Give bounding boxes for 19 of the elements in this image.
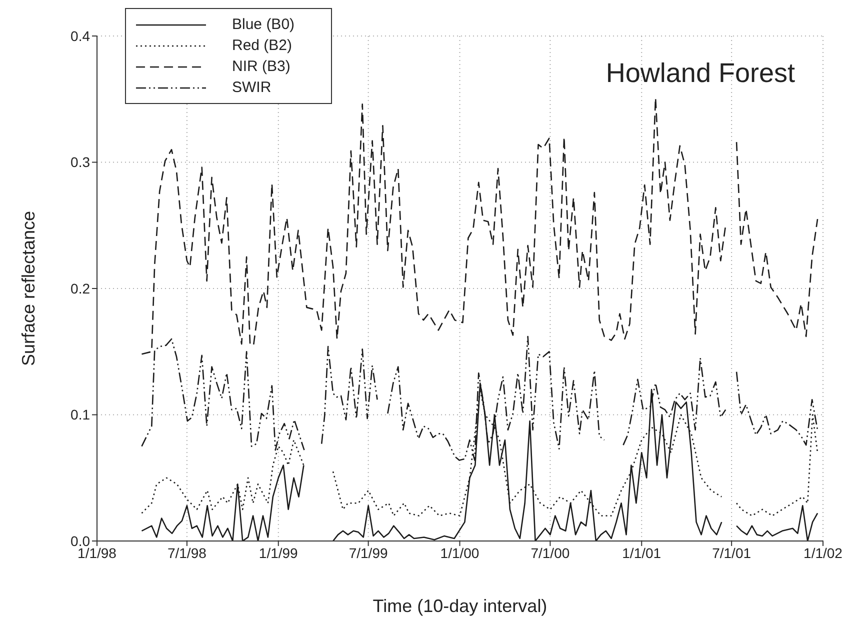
y-tick-label: 0.2 [70, 280, 90, 296]
x-tick-label: 7/1/99 [348, 544, 388, 561]
y-tick-label: 0.1 [70, 406, 90, 423]
x-tick-label: 1/1/99 [258, 544, 298, 561]
legend-label: NIR (B3) [232, 57, 290, 77]
legend-label: SWIR [232, 78, 272, 98]
x-tick-label: 7/1/98 [167, 544, 207, 561]
y-axis-title: Surface reflectance [18, 210, 38, 366]
y-tick-label: 0.4 [70, 28, 90, 44]
legend-label: Blue (B0) [232, 15, 295, 35]
x-tick-label: 7/1/01 [712, 544, 752, 561]
x-tick-label: 1/1/00 [440, 544, 480, 561]
x-axis-title: Time (10-day interval) [372, 596, 548, 616]
legend-label: Red (B2) [232, 36, 292, 56]
x-tick-label: 7/1/00 [530, 544, 570, 561]
y-tick-label: 0.3 [70, 154, 90, 170]
x-tick-label: 1/1/01 [622, 544, 662, 561]
text: Howland Forest [606, 58, 795, 88]
x-tick-label: 1/1/02 [804, 544, 843, 561]
